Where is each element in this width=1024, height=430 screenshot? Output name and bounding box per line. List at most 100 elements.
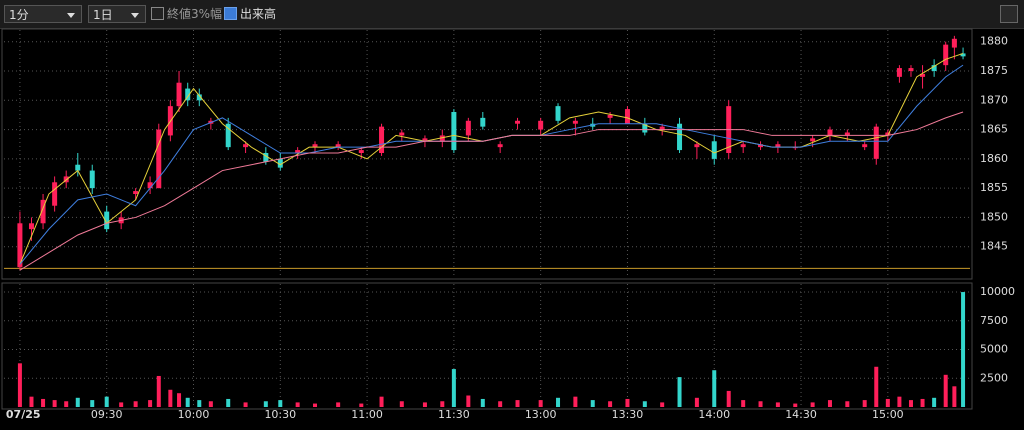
volume-bar: [810, 402, 815, 407]
candle-body: [711, 141, 717, 159]
volume-bar: [440, 401, 445, 407]
volume-bar: [185, 397, 190, 407]
volume-bar: [90, 400, 95, 407]
candle-body: [89, 170, 95, 189]
x-tick-label: 10:30: [264, 408, 296, 421]
volume-bar: [148, 400, 153, 407]
candle-body: [931, 65, 937, 71]
volume-bar: [726, 390, 731, 407]
y-tick-label: 1875: [980, 64, 1008, 77]
volume-bar: [29, 396, 34, 407]
period-select[interactable]: 1日: [88, 5, 146, 23]
candle-body: [176, 82, 182, 107]
candle-body: [243, 144, 249, 148]
price-panel: [1, 28, 973, 280]
candle-body: [75, 164, 81, 171]
volume-bar: [263, 401, 268, 407]
candle-body: [572, 120, 578, 124]
x-tick-label: 13:00: [525, 408, 557, 421]
volume-bar: [422, 402, 427, 407]
x-tick-label: 13:30: [612, 408, 644, 421]
x-tick-label: 14:30: [785, 408, 817, 421]
candle-body: [677, 123, 683, 151]
volume-bar: [932, 397, 937, 407]
volume-bar: [952, 386, 957, 407]
settings-button[interactable]: [1000, 5, 1018, 23]
candle-body: [399, 132, 405, 136]
x-tick-label: 07/25: [6, 408, 41, 421]
volume-bar: [625, 398, 630, 407]
volume-bar: [168, 389, 173, 407]
volume-bar: [874, 366, 879, 407]
candle-body: [422, 138, 428, 142]
volume-bar: [943, 374, 948, 407]
candle-body: [873, 126, 879, 159]
volume-bar: [845, 401, 850, 407]
checkbox[interactable]: [224, 7, 237, 20]
volume-bar: [515, 400, 520, 407]
option-label: 出来高: [240, 7, 277, 21]
volume-bar: [712, 370, 717, 407]
volume-bar: [313, 403, 318, 407]
volume-bar: [758, 401, 763, 407]
volume-bar: [64, 401, 69, 407]
candle-body: [28, 223, 34, 230]
candle-body: [312, 144, 318, 148]
candle-body: [827, 129, 833, 136]
candle-body: [439, 135, 445, 142]
interval-select[interactable]: 1分: [4, 5, 82, 23]
volume-bar: [379, 396, 384, 407]
candle-body: [943, 44, 949, 66]
close-range-option[interactable]: 終値3%幅: [151, 7, 222, 21]
y-tick-label: 1880: [980, 35, 1008, 48]
candle-body: [358, 150, 364, 153]
y-tick-label: 1850: [980, 210, 1008, 223]
volume-bar: [399, 401, 404, 407]
volume-bar: [920, 398, 925, 407]
option-label: 終値3%幅: [167, 7, 223, 21]
candle-body: [451, 112, 457, 151]
candle-body: [17, 223, 23, 268]
volume-bar: [336, 402, 341, 407]
candle-body: [133, 191, 139, 194]
candle-body: [156, 129, 162, 189]
volume-bar: [556, 397, 561, 407]
volume-bar: [642, 401, 647, 407]
volume-bar: [480, 398, 485, 407]
candle-body: [659, 126, 665, 130]
volume-bar: [961, 292, 966, 407]
chart: 1845 1850 1855 1860 1865 1870 1875 1880 2500 5000…: [1, 28, 1015, 421]
y-tick-label: 10000: [980, 285, 1015, 298]
candle-body: [555, 106, 561, 121]
x-tick-label: 11:00: [351, 408, 383, 421]
volume-bar: [17, 363, 22, 407]
volume-bar: [908, 400, 913, 407]
y-tick-label: 2500: [980, 371, 1008, 384]
candle-body: [951, 38, 957, 48]
y-tick-label: 7500: [980, 314, 1008, 327]
candle-body: [896, 68, 902, 77]
candle-body: [335, 144, 341, 148]
volume-bar: [52, 400, 57, 407]
candle-body: [538, 120, 544, 130]
y-tick-label: 1865: [980, 123, 1008, 136]
volume-bar: [741, 400, 746, 407]
candle-body: [960, 53, 966, 57]
candle-body: [277, 158, 283, 168]
checkbox[interactable]: [151, 7, 164, 20]
volume-bar: [793, 403, 798, 407]
volume-bar: [897, 396, 902, 407]
candle-body: [196, 94, 202, 101]
candle-body: [465, 120, 471, 136]
toolbar: 1分 1日 終値3%幅 出来高: [0, 0, 1024, 29]
candle-body: [379, 126, 385, 153]
candle-body: [694, 144, 700, 148]
volume-bar: [660, 402, 665, 407]
candle-body: [147, 182, 153, 189]
x-tick-label: 09:30: [91, 408, 123, 421]
candle-body: [607, 114, 613, 118]
volume-bar: [608, 401, 613, 407]
volume-option[interactable]: 出来高: [224, 7, 276, 21]
candle-body: [844, 132, 850, 136]
candle-body: [642, 123, 648, 133]
